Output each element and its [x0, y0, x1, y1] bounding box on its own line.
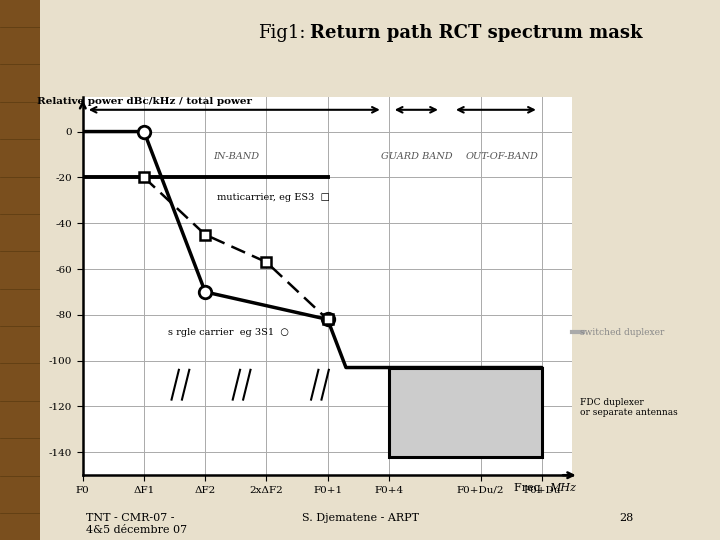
- Text: Relative power dBc/kHz / total power: Relative power dBc/kHz / total power: [37, 97, 252, 106]
- Text: S. Djematene - ARPT: S. Djematene - ARPT: [302, 513, 418, 523]
- Text: OUT-OF-BAND: OUT-OF-BAND: [466, 152, 539, 161]
- Bar: [389, 368, 541, 457]
- Text: TNT - CMR-07 -
4&5 décembre 07: TNT - CMR-07 - 4&5 décembre 07: [86, 513, 187, 535]
- Text: IN-BAND: IN-BAND: [212, 152, 259, 161]
- Text: FDC duplexer
or separate antennas: FDC duplexer or separate antennas: [580, 398, 678, 417]
- Text: muticarrier, eg ES3  □: muticarrier, eg ES3 □: [217, 193, 330, 202]
- Text: s rgle carrier  eg 3S1  ○: s rgle carrier eg 3S1 ○: [168, 328, 289, 338]
- Text: Fig1:: Fig1:: [258, 24, 306, 42]
- Text: 28: 28: [619, 513, 634, 523]
- Text: Return path RCT spectrum mask: Return path RCT spectrum mask: [310, 24, 642, 42]
- Text: GUARD BAND: GUARD BAND: [381, 152, 452, 161]
- Text: switched duplexer: switched duplexer: [580, 328, 664, 336]
- Text: Freq: Freq: [514, 483, 548, 493]
- Text: MHz: MHz: [549, 483, 576, 493]
